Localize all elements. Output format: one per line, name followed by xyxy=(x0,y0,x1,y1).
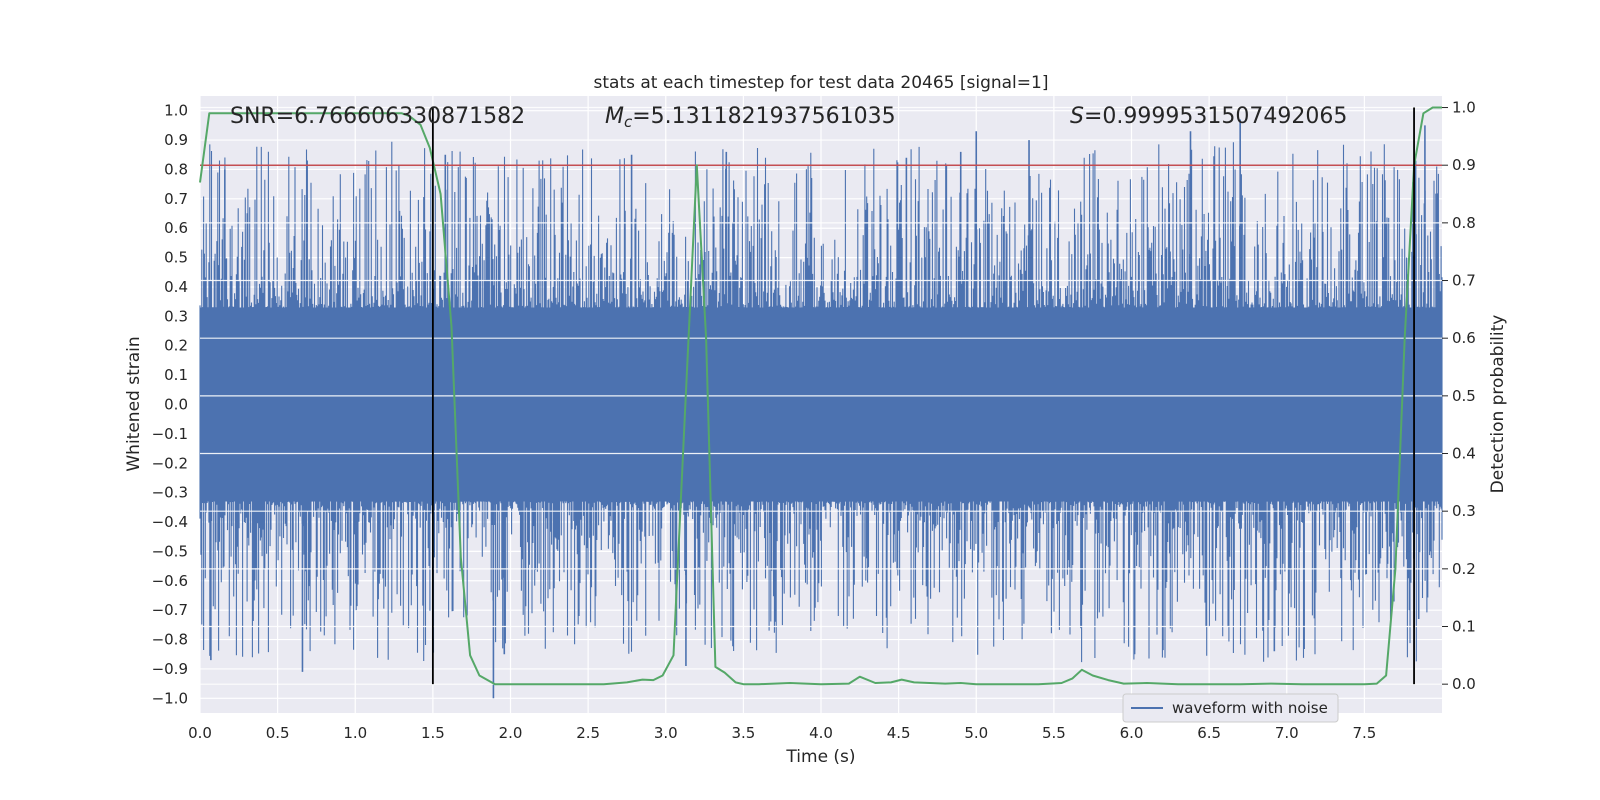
y-left-tick-label: −0.4 xyxy=(152,513,188,531)
y-left-tick-label: −0.9 xyxy=(152,660,188,678)
x-tick-label: 0.5 xyxy=(266,724,290,742)
x-tick-label: 6.0 xyxy=(1120,724,1144,742)
waveform-series xyxy=(199,119,1443,699)
y-right-tick-label: 0.7 xyxy=(1452,272,1476,290)
y-right-tick-label: 0.4 xyxy=(1452,445,1476,463)
x-tick-label: 7.0 xyxy=(1275,724,1299,742)
y-right-tick-label: 0.2 xyxy=(1452,560,1476,578)
y-left-tick-label: −0.2 xyxy=(152,454,188,472)
legend-box xyxy=(1122,693,1339,723)
chirp-mass-subscript: c xyxy=(624,113,633,131)
y-axis-left-label: Whitened strain xyxy=(124,336,144,471)
y-left-tick-label: −0.7 xyxy=(152,601,188,619)
y-right-tick-label: 0.9 xyxy=(1452,156,1476,174)
detection-probability-line xyxy=(199,106,1442,686)
y-right-tick-label: 1.0 xyxy=(1452,99,1476,117)
y-left-tick-label: −1.0 xyxy=(152,689,188,707)
vertical-markers xyxy=(431,107,1415,685)
x-tick-label: 3.5 xyxy=(731,724,755,742)
y-left-tick-label: 0.2 xyxy=(164,337,188,355)
y-left-tick-label: −0.3 xyxy=(152,484,188,502)
chirp-mass-annotation: Mc=5.1311821937561035 xyxy=(605,104,896,131)
y-left-tick-label: −0.1 xyxy=(152,425,188,443)
x-tick-label: 6.5 xyxy=(1197,724,1221,742)
y-right-tick-label: 0.5 xyxy=(1452,387,1476,405)
y-right-tick-label: 0.1 xyxy=(1452,618,1476,636)
x-tick-label: 4.5 xyxy=(887,724,911,742)
detection-probability-series xyxy=(199,106,1442,686)
x-tick-label: 3.0 xyxy=(654,724,678,742)
y-right-tick-label: 0.0 xyxy=(1452,675,1476,693)
chirp-mass-symbol: M xyxy=(605,104,624,129)
legend-label: waveform with noise xyxy=(1172,699,1328,717)
y-left-tick-label: 0.4 xyxy=(164,278,188,296)
y-axis-left-ticks: 1.0 0.9 0.8 0.7 0.6 0.5 0.4 0.3 0.2 0.1 0.0 −0.1 −0.… xyxy=(152,102,188,708)
x-tick-label: 5.5 xyxy=(1042,724,1066,742)
y-right-tick-label: 0.3 xyxy=(1452,502,1476,520)
score-symbol: S xyxy=(1070,104,1084,129)
y-left-tick-label: 0.9 xyxy=(164,131,188,149)
chirp-mass-value: =5.1311821937561035 xyxy=(632,104,895,129)
y-left-tick-label: −0.5 xyxy=(152,542,188,560)
y-left-tick-label: 0.7 xyxy=(164,190,188,208)
x-axis-ticks: 0.0 0.5 1.0 1.5 2.0 2.5 3.0 3.5 4.0 4.5 5.0 5.5 6.0 6… xyxy=(188,724,1376,742)
y-left-tick-label: 0.8 xyxy=(164,160,188,178)
y-axis-right-label: Detection probability xyxy=(1488,315,1508,494)
score-annotation: S=0.9999531507492065 xyxy=(1070,104,1347,129)
y-left-tick-label: 0.1 xyxy=(164,366,188,384)
x-tick-label: 2.0 xyxy=(499,724,523,742)
x-tick-label: 4.0 xyxy=(809,724,833,742)
chart-title: stats at each timestep for test data 204… xyxy=(594,73,1049,93)
y-left-tick-label: −0.8 xyxy=(152,631,188,649)
score-value: =0.9999531507492065 xyxy=(1084,104,1347,129)
snr-annotation: SNR=6.766606330871582 xyxy=(230,104,525,129)
y-left-tick-label: 0.6 xyxy=(164,219,188,237)
x-tick-label: 0.0 xyxy=(188,724,212,742)
x-axis-label: Time (s) xyxy=(785,747,855,767)
y-right-tick-label: 0.8 xyxy=(1452,214,1476,232)
y-left-tick-label: 0.5 xyxy=(164,249,188,267)
x-tick-label: 2.5 xyxy=(576,724,600,742)
x-tick-label: 5.0 xyxy=(964,724,988,742)
y-left-tick-label: −0.6 xyxy=(152,572,188,590)
x-tick-label: 7.5 xyxy=(1352,724,1376,742)
x-tick-label: 1.0 xyxy=(343,724,367,742)
x-tick-label: 1.5 xyxy=(421,724,445,742)
y-right-tick-label: 0.6 xyxy=(1452,329,1476,347)
legend: waveform with noise xyxy=(1122,693,1339,723)
y-left-tick-label: 0.0 xyxy=(164,396,188,414)
y-left-tick-label: 0.3 xyxy=(164,307,188,325)
y-left-tick-label: 1.0 xyxy=(164,102,188,120)
y-axis-right-ticks: 1.0 0.9 0.8 0.7 0.6 0.5 0.4 0.3 0.2 0.1 0.0 xyxy=(1442,99,1476,693)
